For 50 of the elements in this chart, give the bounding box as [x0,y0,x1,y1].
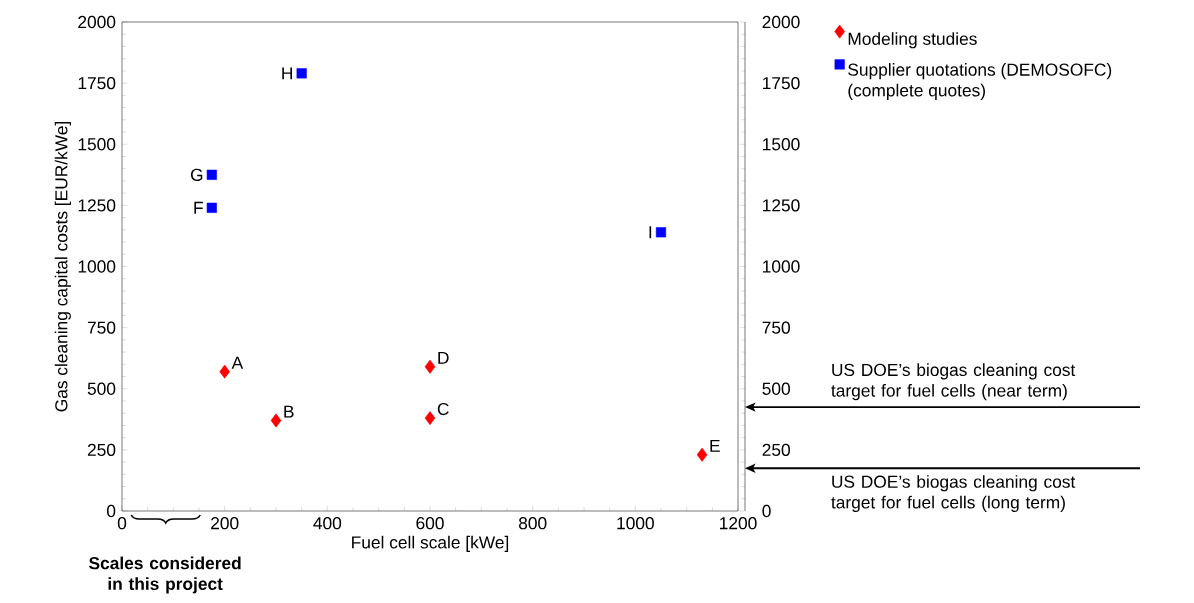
legend-label: Modeling studies [848,32,977,49]
data-label: E [710,439,720,452]
point [696,447,708,462]
data-label: B [284,405,294,418]
data-label: F [194,201,203,214]
ref-line-label: US DOE’s biogas cleaning cost target for fuel cells (long term) [831,475,1076,512]
point [424,411,436,426]
data-label: A [231,356,244,369]
y2-tick-label: 0 [762,504,771,518]
ref-line-label: US DOE’s biogas cleaning cost target for fuel cells (near term) [831,363,1076,401]
data-label: D [438,351,449,364]
y-tick-label: 750 [87,321,116,334]
y-tick-label: 500 [87,382,116,395]
point [270,413,282,428]
text: Scales considered in this project [89,556,241,594]
y-tick-label: 1250 [78,199,116,212]
y2-tick-label: 2000 [762,15,800,29]
point [424,359,436,374]
data-label: I [649,226,652,239]
y2-tick-label: 1500 [763,138,800,151]
x-axis-title: Fuel cell scale [kWe] [352,535,509,552]
y-tick-label: 250 [87,443,116,457]
x-tick-label: 1000 [617,517,654,530]
point [206,169,217,180]
y2-tick-label: 250 [762,443,790,457]
data-label: H [282,67,292,80]
y2-tick-label: 750 [762,321,790,334]
data-label: G [190,168,203,181]
legend-label: Supplier quotations (DEMOSOFC) (complete quotes) [848,63,1112,100]
point [296,68,307,79]
point [219,364,230,379]
y2-tick-label: 1000 [763,260,800,273]
x-tick-label: 0 [117,517,127,530]
x-tick-label: 200 [211,517,239,530]
x-tick-label: 400 [313,517,342,530]
y-tick-label: 1500 [78,138,116,151]
x-tick-label: 800 [518,517,547,530]
y-axis-title: Gas cleaning capital costs [EUR/kWe] [54,121,71,412]
y-tick-label: 1000 [78,260,116,273]
y2-tick-label: 1250 [763,199,800,212]
y-tick-label: 2000 [78,15,116,29]
y2-tick-label: 1750 [763,76,800,90]
x-tick-label: 1200 [720,517,757,530]
data-label: C [437,402,449,416]
point [206,202,217,213]
point [655,227,667,238]
y-tick-label: 0 [106,504,116,518]
y2-tick-label: 500 [762,382,790,395]
y-tick-label: 1750 [78,76,116,90]
x-tick-label: 600 [416,517,444,530]
